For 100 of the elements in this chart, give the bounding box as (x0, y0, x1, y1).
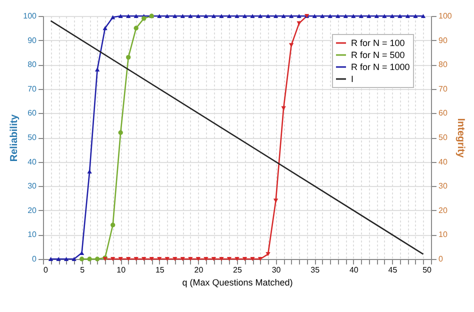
point (204, 14, 208, 18)
point (126, 54, 131, 60)
y-tick-label: 40 (28, 157, 38, 166)
point (64, 256, 69, 262)
point (196, 256, 201, 262)
y2-tick-label: 50 (438, 133, 448, 142)
y2-tick-label: 70 (438, 84, 448, 94)
point (258, 14, 263, 18)
point (266, 252, 270, 256)
y-tick-label: 30 (28, 182, 38, 191)
point (180, 256, 186, 262)
x-axis-title: q (Max Questions Matched) (182, 278, 293, 288)
point (188, 256, 193, 262)
point (126, 14, 131, 18)
point (413, 14, 418, 18)
point (149, 256, 154, 262)
y2-tick-label: 80 (438, 60, 448, 70)
x-tick-label: 30 (272, 266, 282, 274)
point (219, 256, 224, 262)
x-tick-label: 15 (155, 266, 165, 274)
y2-axis-title: Integrity (454, 118, 466, 158)
point (110, 222, 116, 228)
point (180, 14, 186, 18)
point (312, 14, 317, 18)
point (288, 43, 294, 48)
y-tick-label: 70 (28, 84, 38, 94)
y-tick-label: 50 (28, 133, 38, 142)
point (72, 256, 76, 262)
x-tick-label: 40 (349, 266, 359, 274)
point (366, 14, 372, 18)
point (242, 256, 248, 262)
point (56, 256, 61, 262)
y2-tick-label: 30 (438, 182, 448, 191)
point (79, 256, 84, 262)
point (328, 14, 332, 18)
y2-tick-label: 60 (438, 108, 448, 118)
point (234, 14, 240, 18)
point (172, 256, 178, 262)
point (273, 198, 278, 203)
point (164, 256, 170, 262)
point (134, 256, 138, 262)
point (126, 256, 131, 262)
point (87, 256, 92, 262)
legend-label: R for N = 1000 (351, 62, 410, 72)
point (266, 14, 270, 18)
x-tick-label: 45 (388, 266, 398, 274)
x-tick-label: 5 (80, 266, 86, 274)
point (343, 14, 348, 18)
point (172, 14, 178, 18)
point (358, 14, 364, 18)
y2-tick-label: 0 (438, 254, 444, 264)
point (157, 14, 162, 18)
point (226, 14, 232, 18)
point (288, 14, 294, 18)
point (296, 14, 302, 18)
y-axis-title: Reliability (9, 114, 20, 162)
point (420, 14, 426, 18)
point (134, 14, 138, 18)
point (226, 256, 232, 262)
y2-tick-label: 90 (438, 36, 448, 45)
x-tick-label: 25 (233, 266, 242, 274)
y2-tick-label: 100 (438, 12, 452, 20)
point (351, 14, 356, 18)
point (250, 256, 255, 262)
point (48, 256, 54, 262)
point (211, 14, 216, 18)
point (118, 130, 123, 135)
point (188, 14, 193, 18)
point (336, 14, 340, 18)
point (118, 256, 123, 262)
legend-label: I (351, 74, 354, 84)
point (219, 14, 224, 18)
x-tick-label: 50 (422, 266, 432, 274)
y-tick-label: 90 (28, 36, 38, 45)
point (211, 256, 216, 262)
point (273, 14, 278, 18)
point (382, 14, 387, 18)
point (234, 256, 240, 262)
point (134, 26, 138, 30)
x-tick-label: 20 (194, 266, 204, 274)
point (405, 14, 410, 18)
y-tick-label: 80 (28, 60, 38, 70)
legend-label: R for N = 500 (351, 50, 405, 60)
point (142, 256, 146, 262)
point (390, 14, 395, 18)
point (398, 14, 402, 18)
point (196, 14, 201, 18)
point (110, 256, 116, 262)
y-tick-label: 100 (23, 12, 38, 20)
point (281, 14, 286, 18)
point (250, 14, 255, 18)
y2-tick-label: 20 (438, 206, 448, 215)
point (164, 14, 170, 18)
point (157, 256, 162, 262)
point (320, 14, 325, 18)
point (142, 16, 146, 21)
y-tick-label: 0 (32, 254, 38, 264)
x-tick-label: 10 (116, 266, 126, 274)
point (94, 256, 100, 262)
legend-label: R for N = 100 (351, 38, 405, 48)
